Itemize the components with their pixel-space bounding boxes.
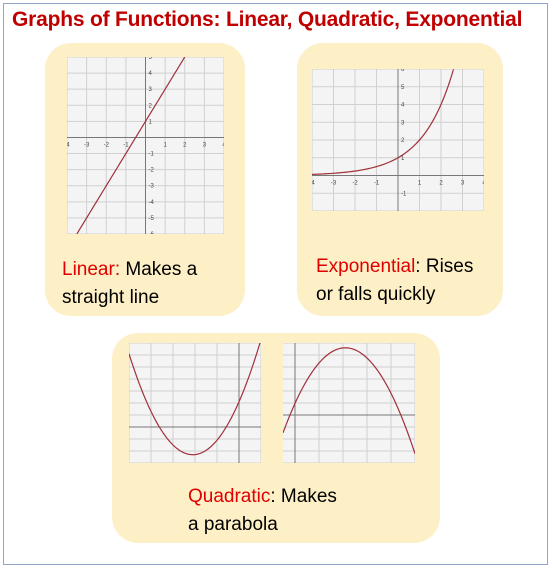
y-tick-label: -3 [149, 184, 155, 190]
linear-text-2: straight line [62, 287, 160, 308]
y-tick-label: -1 [149, 152, 155, 158]
quadratic-up-graph [129, 343, 261, 463]
x-tick-label: 3 [203, 142, 207, 148]
y-tick-label: -4 [149, 200, 155, 206]
exponential-curve [312, 69, 455, 175]
page-title: Graphs of Functions: Linear, Quadratic, … [12, 8, 523, 31]
y-tick-label: 5 [149, 57, 153, 61]
y-tick-label: 2 [401, 138, 405, 144]
linear-caption: Linear: Makes a straight line [62, 256, 197, 312]
quadratic-down-curve [283, 347, 415, 454]
y-tick-label: 1 [149, 119, 153, 125]
x-tick-label: 1 [418, 181, 422, 187]
quadratic-down-graph-svg [283, 343, 415, 463]
quadratic-up-graph-svg [129, 343, 261, 463]
x-tick-label: 1 [163, 142, 167, 148]
exponential-text-2: or falls quickly [316, 284, 436, 305]
quadratic-label: Quadratic [188, 486, 271, 507]
y-tick-label: 4 [149, 71, 153, 77]
linear-label: Linear: [62, 259, 121, 280]
x-tick-label: 2 [183, 142, 187, 148]
exponential-graph: -4 -3 -2 -1 1 2 3 4 6 5 4 3 2 1 -1 [312, 69, 484, 211]
y-tick-label: 3 [149, 87, 153, 93]
x-tick-label: -1 [123, 142, 129, 148]
x-tick-label: -3 [331, 181, 337, 187]
exponential-text-1: : Rises [415, 256, 474, 277]
quadratic-caption: Quadratic: Makes a parabola [188, 483, 337, 539]
x-tick-label: -4 [67, 142, 70, 148]
y-tick-label: 5 [401, 85, 405, 91]
y-tick-label: -6 [149, 232, 155, 234]
exponential-label: Exponential [316, 256, 416, 277]
quadratic-up-curve [129, 343, 261, 456]
y-tick-label: -5 [149, 216, 155, 222]
x-tick-label: -2 [352, 181, 358, 187]
quadratic-down-graph [283, 343, 415, 463]
exponential-caption: Exponential: Rises or falls quickly [316, 253, 473, 309]
x-tick-label: 4 [482, 181, 484, 187]
exponential-graph-svg: -4 -3 -2 -1 1 2 3 4 6 5 4 3 2 1 -1 [312, 69, 484, 211]
y-tick-label: 1 [401, 156, 405, 162]
y-tick-label: 4 [401, 103, 405, 109]
linear-text-1: Makes a [120, 259, 198, 280]
quadratic-text-2: a parabola [188, 514, 278, 535]
x-tick-label: -4 [312, 181, 315, 187]
y-tick-label: 6 [401, 69, 405, 73]
linear-graph: -4 -3 -2 -1 1 2 3 4 5 4 3 2 1 -1 -2 -3 -4 -5 -6 [67, 57, 224, 234]
x-tick-label: -3 [84, 142, 90, 148]
quadratic-text-1: : Makes [270, 486, 337, 507]
y-tick-label: -2 [149, 168, 155, 174]
x-tick-label: 3 [461, 181, 465, 187]
linear-graph-svg: -4 -3 -2 -1 1 2 3 4 5 4 3 2 1 -1 -2 -3 -4 -5 -6 [67, 57, 224, 234]
y-tick-label: -1 [401, 191, 407, 197]
x-tick-label: -1 [374, 181, 380, 187]
y-tick-label: 2 [149, 103, 153, 109]
x-tick-label: -2 [104, 142, 110, 148]
x-tick-label: 4 [222, 142, 224, 148]
y-tick-label: 3 [401, 120, 405, 126]
x-tick-label: 2 [439, 181, 443, 187]
linear-curve [76, 57, 186, 234]
